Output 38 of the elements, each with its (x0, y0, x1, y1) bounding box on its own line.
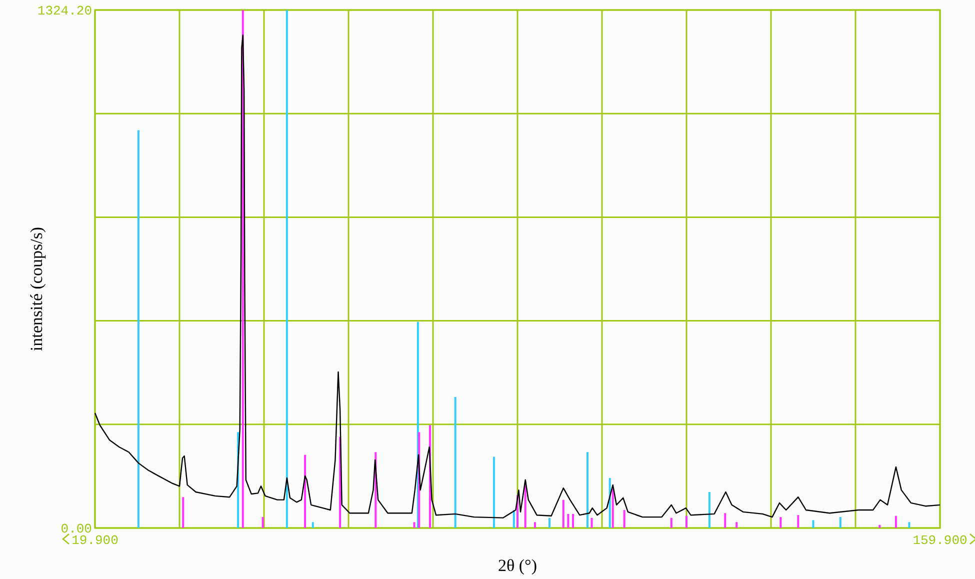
bar (548, 518, 550, 528)
bar (590, 518, 593, 528)
bar (670, 518, 672, 528)
bar (534, 522, 536, 528)
bar (686, 516, 688, 528)
bar (623, 510, 626, 528)
bar (413, 522, 416, 528)
y-axis-title: intensité (coups/s) (27, 226, 46, 352)
x-tick-label: 159.900 (912, 533, 968, 548)
bar (797, 515, 800, 528)
bar (182, 497, 184, 528)
bar (736, 522, 738, 528)
bar (724, 513, 726, 528)
line-series (94, 34, 941, 518)
bar (286, 10, 288, 528)
bar (492, 456, 495, 528)
bar (512, 510, 515, 528)
bar (780, 517, 782, 528)
bar (586, 452, 589, 528)
x-tick-label: 19.900 (72, 533, 118, 548)
bar (312, 522, 314, 528)
bar (708, 492, 710, 528)
x-axis-title: 2θ (°) (498, 556, 538, 575)
bar (567, 514, 570, 528)
bar (262, 517, 264, 528)
bar (608, 478, 611, 528)
bar (812, 520, 814, 528)
bar (572, 514, 574, 528)
bar (454, 396, 456, 528)
bar (562, 500, 564, 528)
bar (839, 517, 842, 528)
bar (137, 130, 140, 528)
y-tick-label: 1324.20 (37, 4, 92, 19)
bar (612, 488, 614, 528)
bar (878, 524, 881, 528)
bar (304, 454, 306, 528)
bar (908, 522, 910, 528)
bar (894, 516, 897, 528)
